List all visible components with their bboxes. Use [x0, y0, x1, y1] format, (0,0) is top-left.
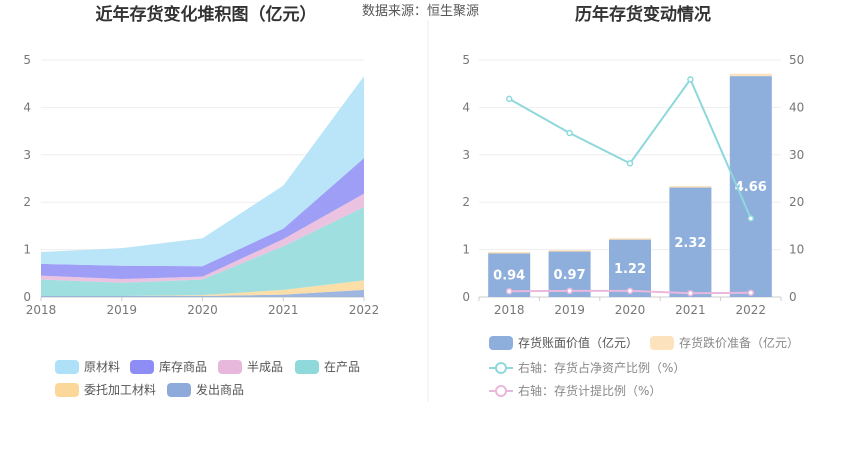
right-legend: 存货账面价值（亿元） 存货跌价准备（亿元） 右轴：存货占净资产比例（%） 右轴：存货计…	[489, 335, 799, 398]
legend-label: 发出商品	[196, 382, 244, 397]
legend-line-marker	[495, 362, 507, 374]
impairment-bar	[488, 251, 531, 254]
legend-label-impairment: 存货跌价准备（亿元）	[679, 335, 799, 350]
right-y2-tick-label: 10	[789, 243, 804, 257]
left-y-tick-label: 1	[23, 243, 31, 257]
left-y-tick-label: 2	[23, 195, 31, 209]
inventory-ratio-point	[687, 76, 694, 83]
bar-value-label: 2.32	[674, 236, 706, 251]
impairment-bar	[609, 238, 651, 240]
legend-swatch	[130, 360, 154, 374]
right-x-tick-label: 2021	[675, 303, 706, 317]
data-source: 数据来源：恒生聚源	[362, 4, 479, 19]
legend-swatch	[55, 360, 79, 374]
left-areas	[41, 76, 364, 297]
legend-label-line: 右轴：存货占净资产比例（%）	[518, 360, 685, 375]
provision-ratio-point	[626, 287, 634, 295]
legend-swatch	[167, 383, 191, 397]
legend-swatch-impairment	[650, 336, 674, 350]
legend-swatch-book-value	[489, 336, 513, 350]
legend-label-book-value: 存货账面价值（亿元）	[518, 335, 638, 350]
right-y2-tick-label: 50	[789, 53, 804, 67]
provision-ratio-point	[687, 289, 694, 297]
legend-label: 半成品	[247, 360, 283, 374]
right-y-tick-label: 1	[462, 243, 470, 257]
right-x-tick-label: 2022	[736, 303, 767, 317]
left-x-tick-label: 2022	[349, 303, 380, 317]
legend-swatch	[218, 360, 242, 374]
bar-value-label: 1.22	[614, 262, 646, 277]
right-x-tick-label: 2018	[494, 303, 525, 317]
right-chart-title: 历年存货变动情况	[575, 4, 711, 25]
left-axis: 0 1 2 3 4 5 2018 2019 2020 2021 2022	[23, 53, 379, 317]
area-series-发出商品	[41, 289, 364, 297]
right-y-tick-label: 5	[462, 53, 470, 67]
provision-ratio-point	[505, 288, 513, 295]
right-bars: 0.94 0.97 1.22 2.32 4.66	[488, 73, 772, 297]
provision-ratio-point	[566, 287, 573, 295]
inventory-ratio-point	[747, 215, 755, 222]
right-lines	[505, 76, 755, 297]
legend-label: 在产品	[324, 360, 360, 374]
right-y2-tick-label: 0	[789, 290, 797, 304]
legend-label-line: 右轴：存货计提比例（%）	[518, 383, 661, 398]
left-x-tick-label: 2020	[187, 303, 218, 317]
right-y-tick-label: 0	[462, 290, 470, 304]
legend-label: 原材料	[84, 360, 120, 374]
legend-label: 委托加工材料	[84, 383, 156, 397]
inventory-ratio-point	[626, 160, 634, 167]
left-x-tick-label: 2018	[26, 303, 57, 317]
impairment-bar	[548, 250, 591, 252]
area-series-原材料	[41, 76, 364, 267]
left-y-tick-label: 5	[23, 53, 31, 67]
bar-value-label: 0.97	[554, 268, 586, 283]
left-x-tick-label: 2021	[268, 303, 299, 317]
area-series-在产品	[41, 206, 364, 297]
right-y2-tick-label: 40	[789, 100, 804, 114]
left-y-tick-label: 4	[23, 100, 31, 114]
inventory-ratio-point	[505, 95, 513, 103]
legend-label: 库存商品	[159, 359, 207, 374]
right-y-tick-label: 3	[462, 148, 470, 162]
left-x-tick-label: 2019	[106, 303, 137, 317]
right-axis: 0 0 1 10 2 20 3 30 4 40 5 50 2018 2019 2020 2021 2022	[462, 53, 804, 317]
bar-value-label: 0.94	[493, 269, 525, 284]
book-value-bar	[669, 187, 712, 297]
area-series-委托加工材料	[41, 280, 364, 297]
legend-swatch	[55, 383, 79, 397]
inventory-ratio-line	[508, 77, 752, 219]
left-y-tick-label: 3	[23, 148, 31, 162]
left-y-tick-label: 0	[23, 290, 31, 304]
area-series-半成品	[41, 193, 364, 283]
legend-line-marker	[495, 385, 507, 397]
right-y-tick-label: 2	[462, 195, 470, 209]
book-value-bar	[609, 239, 651, 297]
right-x-tick-label: 2019	[554, 303, 585, 317]
area-series-库存商品	[41, 158, 364, 279]
provision-ratio-point	[747, 289, 755, 296]
impairment-bar	[669, 186, 712, 188]
right-y2-tick-label: 20	[789, 195, 804, 209]
left-chart-title: 近年存货变化堆积图（亿元）	[96, 4, 317, 25]
bar-value-label: 4.66	[735, 180, 767, 195]
right-y2-tick-label: 30	[789, 148, 804, 162]
inventory-ratio-point	[566, 129, 573, 137]
right-x-tick-label: 2020	[615, 303, 646, 317]
right-y-tick-label: 4	[462, 100, 470, 114]
legend-swatch	[295, 360, 319, 374]
impairment-bar	[729, 73, 772, 77]
